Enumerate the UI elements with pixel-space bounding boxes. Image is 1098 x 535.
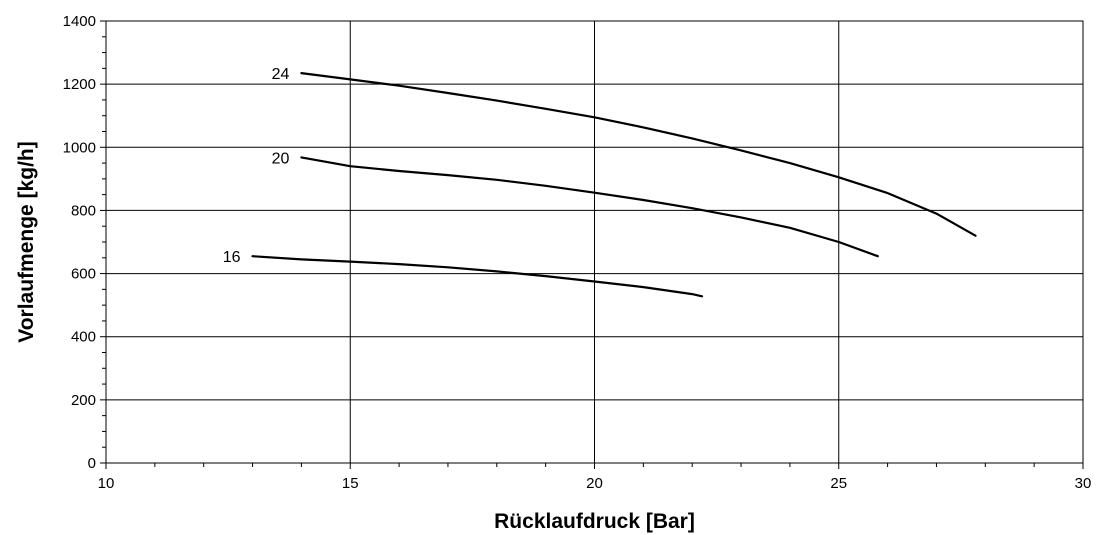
series-line-20 <box>300 156 879 258</box>
y-tick-label: 200 <box>71 392 96 409</box>
series-label-20: 20 <box>272 150 290 167</box>
grid-lines <box>106 21 1083 463</box>
y-tick-label: 1200 <box>63 76 96 93</box>
series-labels: 24 20 16 <box>223 66 290 266</box>
minor-ticks <box>100 20 1084 469</box>
series-lines <box>251 71 977 298</box>
y-tick-label: 0 <box>88 455 96 472</box>
x-tick-label: 10 <box>98 475 115 492</box>
y-tick-label: 800 <box>71 202 96 219</box>
x-tick-label: 15 <box>342 475 359 492</box>
x-tick-label: 30 <box>1075 475 1092 492</box>
y-tick-label: 1400 <box>63 13 96 30</box>
y-tick-label: 600 <box>71 266 96 283</box>
x-axis-tick-labels: 10 15 20 25 30 <box>98 475 1092 492</box>
y-tick-label: 1000 <box>63 139 96 156</box>
y-tick-label: 400 <box>71 329 96 346</box>
series-line-16 <box>251 255 704 298</box>
y-axis-tick-labels: 0 200 400 600 800 1000 1200 1400 <box>63 13 96 472</box>
series-label-24: 24 <box>272 66 290 83</box>
x-axis-title: Rücklaufdruck [Bar] <box>494 510 695 533</box>
series-label-16: 16 <box>223 249 241 266</box>
y-axis-title: Vorlaufmenge [kg/h] <box>15 141 38 342</box>
plot-area-border <box>105 20 1084 464</box>
series-line-24 <box>300 71 977 237</box>
x-tick-label: 25 <box>830 475 847 492</box>
x-tick-label: 20 <box>586 475 603 492</box>
